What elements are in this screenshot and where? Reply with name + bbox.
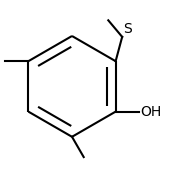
Text: S: S [123,22,132,36]
Text: OH: OH [140,105,161,119]
